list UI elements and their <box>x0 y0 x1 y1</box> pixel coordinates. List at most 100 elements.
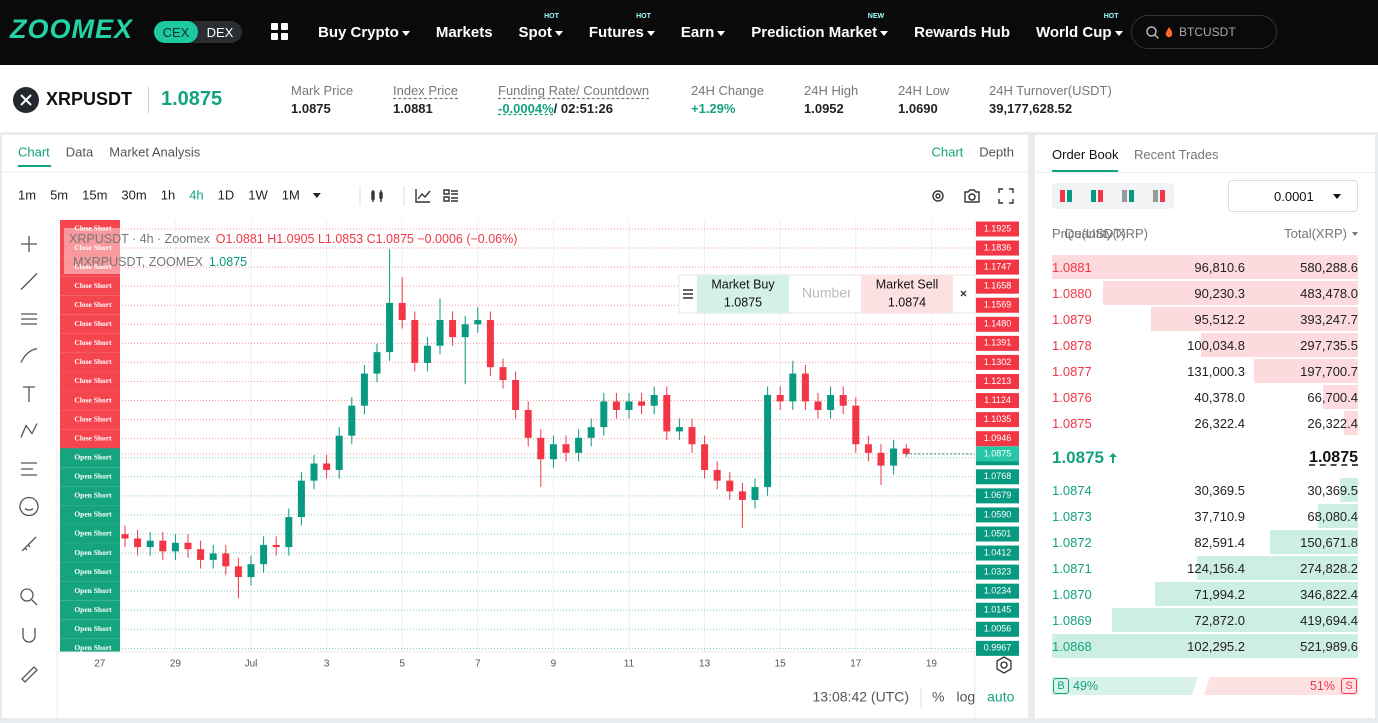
order-button-label[interactable]: Close Short <box>74 357 112 366</box>
order-button-label[interactable]: Close Short <box>74 262 112 271</box>
scale-option[interactable]: log <box>956 689 975 705</box>
symbol[interactable]: XRPUSDT <box>46 89 133 109</box>
order-button[interactable] <box>60 314 120 334</box>
order-button-label[interactable]: Close Short <box>74 395 112 404</box>
drawing-tool[interactable] <box>21 462 37 476</box>
drawing-tool[interactable] <box>21 536 37 552</box>
drawing-tool[interactable] <box>21 313 37 325</box>
mode-option[interactable]: DEX <box>206 24 234 40</box>
interval[interactable]: 15m <box>82 187 107 202</box>
order-button-label[interactable]: Open Short <box>74 472 112 481</box>
view-mode[interactable] <box>1122 190 1134 202</box>
view-mode[interactable] <box>1060 190 1072 202</box>
market-sell[interactable] <box>861 275 953 313</box>
fullscreen-icon[interactable] <box>998 188 1014 204</box>
order-button-label[interactable]: Open Short <box>74 643 112 652</box>
interval[interactable]: 5m <box>50 187 68 202</box>
interval[interactable]: 1m <box>18 187 36 202</box>
stat-label[interactable]: Funding Rate/ Countdown <box>498 83 650 98</box>
scale-option[interactable]: auto <box>987 689 1014 705</box>
drawing-tool[interactable] <box>22 628 36 643</box>
interval[interactable]: 4h <box>189 187 203 202</box>
book-price[interactable]: 1.0872 <box>1052 535 1092 550</box>
book-price[interactable]: 1.0878 <box>1052 338 1092 353</box>
order-button-label[interactable]: Open Short <box>74 510 112 519</box>
interval[interactable]: 1h <box>161 187 175 202</box>
search-box[interactable]: BTCUSDT <box>1131 15 1277 49</box>
view-tab[interactable]: Chart <box>932 144 964 159</box>
order-button-label[interactable]: Close Short <box>74 281 112 290</box>
order-button-label[interactable]: Close Short <box>74 224 112 233</box>
book-price[interactable]: 1.0876 <box>1052 390 1092 405</box>
nav-item[interactable]: Prediction Market NEW <box>751 13 889 41</box>
camera-icon[interactable] <box>964 189 980 203</box>
drawing-tool[interactable] <box>20 588 38 606</box>
book-price[interactable]: 1.0871 <box>1052 561 1092 576</box>
order-button-label[interactable]: Close Short <box>74 376 112 385</box>
order-button[interactable] <box>60 333 120 353</box>
book-price[interactable]: 1.0868 <box>1052 639 1092 654</box>
nav-item[interactable]: Markets <box>436 24 493 41</box>
order-button[interactable] <box>60 295 120 315</box>
nav-item[interactable]: Earn <box>681 24 726 41</box>
market-sell-label[interactable]: Market Sell <box>876 277 939 291</box>
nav-item[interactable]: Futures HOT <box>589 13 655 41</box>
panel-tab[interactable]: Data <box>66 144 94 159</box>
book-price[interactable]: 1.0874 <box>1052 483 1092 498</box>
book-tab[interactable]: Recent Trades <box>1134 147 1219 162</box>
book-price[interactable]: 1.0879 <box>1052 312 1092 327</box>
drawing-tool[interactable] <box>20 273 38 290</box>
order-button-label[interactable]: Open Short <box>74 624 112 633</box>
order-button[interactable] <box>60 371 120 391</box>
drawing-tool[interactable] <box>23 386 35 402</box>
drawing-tool[interactable] <box>21 666 38 683</box>
precision-select[interactable]: 0.0001 <box>1228 180 1358 212</box>
order-button[interactable] <box>60 524 120 544</box>
view-mode[interactable] <box>1153 190 1165 202</box>
order-button[interactable] <box>60 505 120 525</box>
order-button-label[interactable]: Close Short <box>74 414 112 423</box>
order-button[interactable] <box>60 448 120 468</box>
drawing-tool[interactable] <box>19 496 39 517</box>
order-button[interactable] <box>60 429 120 449</box>
order-button-label[interactable]: Open Short <box>74 452 112 461</box>
order-button[interactable] <box>60 257 120 277</box>
book-price[interactable]: 1.0880 <box>1052 286 1092 301</box>
order-button-label[interactable]: Close Short <box>74 243 112 252</box>
nav-item[interactable]: Spot HOT <box>519 13 563 41</box>
order-button-label[interactable]: Close Short <box>74 319 112 328</box>
market-buy-label[interactable]: Market Buy <box>711 277 775 291</box>
order-button[interactable] <box>60 486 120 506</box>
order-button-label[interactable]: Open Short <box>74 529 112 538</box>
layout-icon[interactable] <box>443 189 458 202</box>
interval-caret[interactable] <box>312 193 321 198</box>
order-button[interactable] <box>60 352 120 372</box>
book-price[interactable]: 1.0870 <box>1052 587 1092 602</box>
order-button-label[interactable]: Close Short <box>74 338 112 347</box>
view-mode[interactable] <box>1091 190 1103 202</box>
book-tab[interactable]: Order Book <box>1052 147 1119 172</box>
apps-icon[interactable] <box>271 23 289 41</box>
market-buy-price[interactable]: 1.0875 <box>724 295 762 309</box>
nav-item[interactable]: Buy Crypto <box>318 24 410 41</box>
book-price[interactable]: 1.0869 <box>1052 613 1092 628</box>
nav-item[interactable]: Rewards Hub <box>914 24 1010 41</box>
stat-label[interactable]: Index Price <box>393 83 459 98</box>
order-button[interactable] <box>60 581 120 601</box>
logo[interactable]: ZOOMEX <box>10 14 134 44</box>
drawing-tool[interactable] <box>20 347 38 363</box>
interval[interactable]: 1W <box>248 187 268 202</box>
market-buy[interactable] <box>697 275 789 313</box>
drawing-tool[interactable] <box>20 423 38 438</box>
panel-tab[interactable]: Chart <box>18 144 50 159</box>
drawing-tool[interactable] <box>21 236 37 252</box>
mode-option[interactable]: CEX <box>154 21 198 43</box>
order-button[interactable] <box>60 600 120 620</box>
order-button[interactable] <box>60 238 120 258</box>
order-button[interactable] <box>60 276 120 296</box>
order-button[interactable] <box>60 619 120 639</box>
order-button-label[interactable]: Close Short <box>74 433 112 442</box>
quantity-input[interactable]: Number <box>802 285 852 301</box>
nav-item[interactable]: World Cup HOT <box>1036 13 1123 41</box>
view-tab[interactable]: Depth <box>979 144 1014 159</box>
